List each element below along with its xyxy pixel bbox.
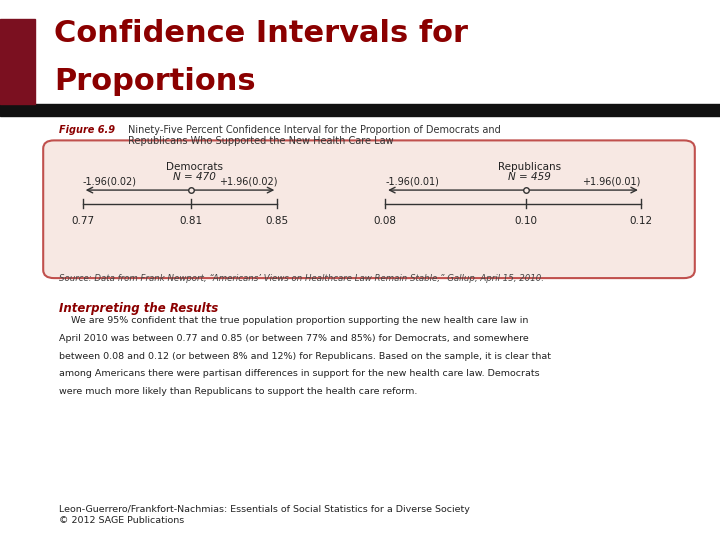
FancyBboxPatch shape [43, 140, 695, 278]
Text: -1.96(0.01): -1.96(0.01) [385, 177, 439, 187]
Text: Confidence Intervals for: Confidence Intervals for [54, 19, 468, 48]
Text: Leon-Guerrero/Frankfort-Nachmias: Essentials of Social Statistics for a Diverse : Leon-Guerrero/Frankfort-Nachmias: Essent… [59, 505, 470, 514]
Text: Republicans: Republicans [498, 162, 561, 172]
Text: 0.10: 0.10 [514, 216, 537, 226]
Text: Figure 6.9: Figure 6.9 [59, 125, 115, 136]
Text: © 2012 SAGE Publications: © 2012 SAGE Publications [59, 516, 184, 525]
Text: N = 470: N = 470 [173, 172, 216, 182]
Text: Interpreting the Results: Interpreting the Results [59, 302, 218, 315]
Text: 0.08: 0.08 [374, 216, 397, 226]
Text: We are 95% confident that the true population proportion supporting the new heal: We are 95% confident that the true popul… [59, 316, 528, 325]
Text: +1.96(0.02): +1.96(0.02) [219, 177, 277, 187]
Text: among Americans there were partisan differences in support for the new health ca: among Americans there were partisan diff… [59, 369, 540, 379]
Text: Source: Data from Frank Newport, “Americans’ Views on Healthcare Law Remain Stab: Source: Data from Frank Newport, “Americ… [59, 274, 544, 284]
Text: -1.96(0.02): -1.96(0.02) [83, 177, 137, 187]
Text: N = 459: N = 459 [508, 172, 551, 182]
Bar [0, 19, 35, 104]
Text: Republicans Who Supported the New Health Care Law: Republicans Who Supported the New Health… [128, 136, 394, 146]
Text: Ninety-Five Percent Confidence Interval for the Proportion of Democrats and: Ninety-Five Percent Confidence Interval … [128, 125, 501, 136]
Text: were much more likely than Republicans to support the health care reform.: were much more likely than Republicans t… [59, 387, 418, 396]
Text: 0.12: 0.12 [629, 216, 652, 226]
Text: Democrats: Democrats [166, 162, 223, 172]
Text: Proportions: Proportions [54, 68, 256, 97]
Text: 0.81: 0.81 [179, 216, 202, 226]
Text: between 0.08 and 0.12 (or between 8% and 12%) for Republicans. Based on the samp: between 0.08 and 0.12 (or between 8% and… [59, 352, 551, 361]
Text: 0.85: 0.85 [266, 216, 289, 226]
Text: 0.77: 0.77 [71, 216, 94, 226]
Text: April 2010 was between 0.77 and 0.85 (or between 77% and 85%) for Democrats, and: April 2010 was between 0.77 and 0.85 (or… [59, 334, 528, 343]
Bar [0, 104, 720, 116]
Text: +1.96(0.01): +1.96(0.01) [582, 177, 641, 187]
